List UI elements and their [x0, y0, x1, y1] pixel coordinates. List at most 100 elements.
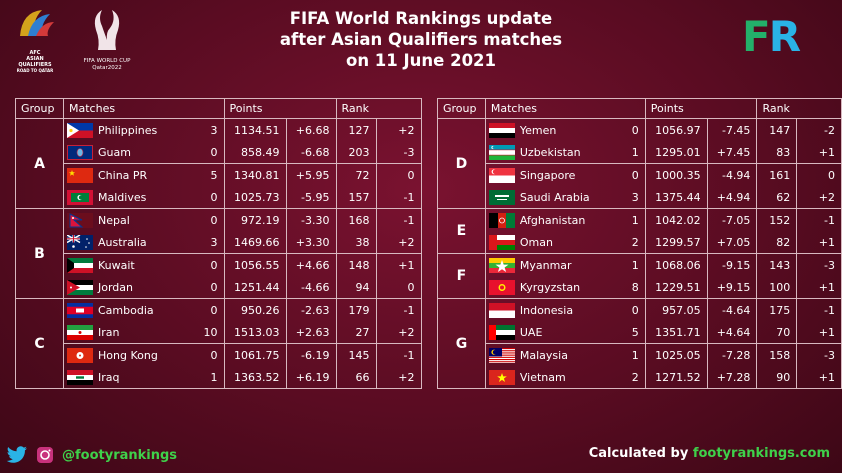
match-score: 3	[188, 118, 224, 141]
flag-iq-icon	[67, 369, 93, 385]
flag-cell	[484, 231, 515, 254]
points-value: 858.49	[223, 141, 287, 164]
flag-cell	[63, 231, 93, 254]
credit-link[interactable]: footyrankings.com	[692, 446, 830, 461]
points-change: -7.45	[707, 118, 758, 141]
flag-cn-icon	[67, 167, 93, 183]
header-matches: Matches	[63, 98, 225, 119]
header-row: Group Matches Points Rank	[15, 98, 422, 119]
match-score: 0	[188, 186, 224, 209]
match-score: 1	[609, 208, 646, 231]
flag-np-icon	[67, 212, 93, 228]
points-change: +7.45	[707, 141, 758, 164]
table-row: Jordan 0 1251.44 -4.66 94 0	[16, 276, 422, 299]
flag-my-icon	[488, 347, 515, 363]
flag-cell	[63, 253, 93, 276]
points-value: 1469.66	[223, 231, 287, 254]
rank-change: 0	[376, 276, 422, 299]
flag-cell	[63, 321, 93, 344]
points-change: +5.95	[286, 163, 337, 186]
match-score: 1	[188, 366, 224, 389]
flag-ir-icon	[67, 324, 93, 340]
rankings-table-right: Group Matches Points Rank D Yemen 0 1056.97 -7.4…	[437, 98, 842, 389]
flag-cell	[63, 366, 93, 389]
rank-value: 62	[756, 186, 798, 209]
page-title: FIFA World Rankings update after Asian Q…	[0, 8, 842, 71]
instagram-icon[interactable]	[36, 446, 54, 464]
rank-value: 27	[335, 321, 377, 344]
rank-change: -2	[796, 118, 842, 141]
points-change: -2.63	[286, 298, 337, 321]
header-points: Points	[644, 98, 758, 119]
rank-change: -3	[796, 253, 842, 276]
table-row: Iran 10 1513.03 +2.63 27 +2	[16, 321, 422, 344]
rank-change: +1	[376, 253, 422, 276]
match-score: 0	[609, 298, 646, 321]
match-score: 0	[188, 141, 224, 164]
team-name: Guam	[93, 141, 188, 164]
flag-mv-icon	[67, 189, 93, 205]
points-value: 1340.81	[223, 163, 287, 186]
flag-kh-icon	[67, 302, 93, 318]
points-value: 1056.97	[644, 118, 708, 141]
flag-kw-icon	[67, 257, 93, 273]
brand-logo: FR	[742, 12, 801, 61]
team-name: UAE	[514, 321, 610, 344]
flag-sg-icon	[488, 167, 515, 183]
title-line: on 11 June 2021	[345, 51, 497, 70]
header-group: Group	[437, 98, 486, 119]
points-value: 972.19	[223, 208, 287, 231]
team-name: Cambodia	[93, 298, 188, 321]
flag-cell	[63, 141, 93, 164]
team-name: Myanmar	[514, 253, 610, 276]
flag-cell	[63, 298, 93, 321]
flag-cell	[484, 343, 515, 366]
match-score: 3	[609, 186, 646, 209]
match-score: 8	[609, 276, 646, 299]
rank-change: +1	[796, 276, 842, 299]
table-row: UAE 5 1351.71 +4.64 70 +1	[438, 321, 842, 344]
afc-text: ROAD TO QATAR	[16, 68, 54, 73]
rank-value: 168	[335, 208, 377, 231]
match-score: 1	[609, 141, 646, 164]
table-row: E Afghanistan 1 1042.02 -7.05 152 -1	[437, 208, 842, 254]
points-value: 1134.51	[223, 118, 287, 141]
rank-value: 90	[756, 366, 798, 389]
twitter-icon[interactable]	[6, 446, 28, 464]
team-name: Saudi Arabia	[514, 186, 610, 209]
table-row: Vietnam 2 1271.52 +7.28 90 +1	[438, 366, 842, 389]
points-value: 1375.44	[644, 186, 708, 209]
rank-value: 158	[756, 343, 798, 366]
points-change: -4.94	[707, 163, 758, 186]
table-row: C Cambodia 0 950.26 -2.63 179 -1	[15, 298, 422, 389]
rank-change: +2	[376, 118, 422, 141]
social-handle[interactable]: @footyrankings	[62, 447, 178, 463]
rank-value: 66	[335, 366, 377, 389]
table-row: Kuwait 0 1056.55 +4.66 148 +1	[16, 253, 422, 276]
table-row: B Nepal 0 972.19 -3.30 168 -1	[15, 208, 422, 299]
rank-change: +1	[796, 366, 842, 389]
rank-change: 0	[376, 163, 422, 186]
points-value: 1363.52	[223, 366, 287, 389]
points-change: -7.28	[707, 343, 758, 366]
flag-hk-icon	[67, 347, 93, 363]
rank-value: 147	[756, 118, 798, 141]
rank-change: 0	[796, 163, 842, 186]
rank-value: 152	[756, 208, 798, 231]
table-row: Guam 0 858.49 -6.68 203 -3	[16, 141, 422, 164]
rank-value: 94	[335, 276, 377, 299]
points-change: -6.68	[286, 141, 337, 164]
flag-om-icon	[488, 234, 515, 250]
title-line: after Asian Qualifiers matches	[279, 30, 563, 49]
flag-id-icon	[488, 302, 515, 318]
points-value: 1000.35	[644, 163, 708, 186]
match-score: 5	[609, 321, 646, 344]
points-value: 1229.51	[644, 276, 708, 299]
table-row: D Yemen 0 1056.97 -7.45 147 -2	[437, 118, 842, 209]
team-name: Iran	[93, 321, 188, 344]
table-row: Australia 3 1469.66 +3.30 38 +2	[16, 231, 422, 254]
rank-change: +2	[376, 231, 422, 254]
table-row: Saudi Arabia 3 1375.44 +4.94 62 +2	[438, 186, 842, 209]
points-change: -3.30	[286, 208, 337, 231]
team-name: Oman	[514, 231, 610, 254]
